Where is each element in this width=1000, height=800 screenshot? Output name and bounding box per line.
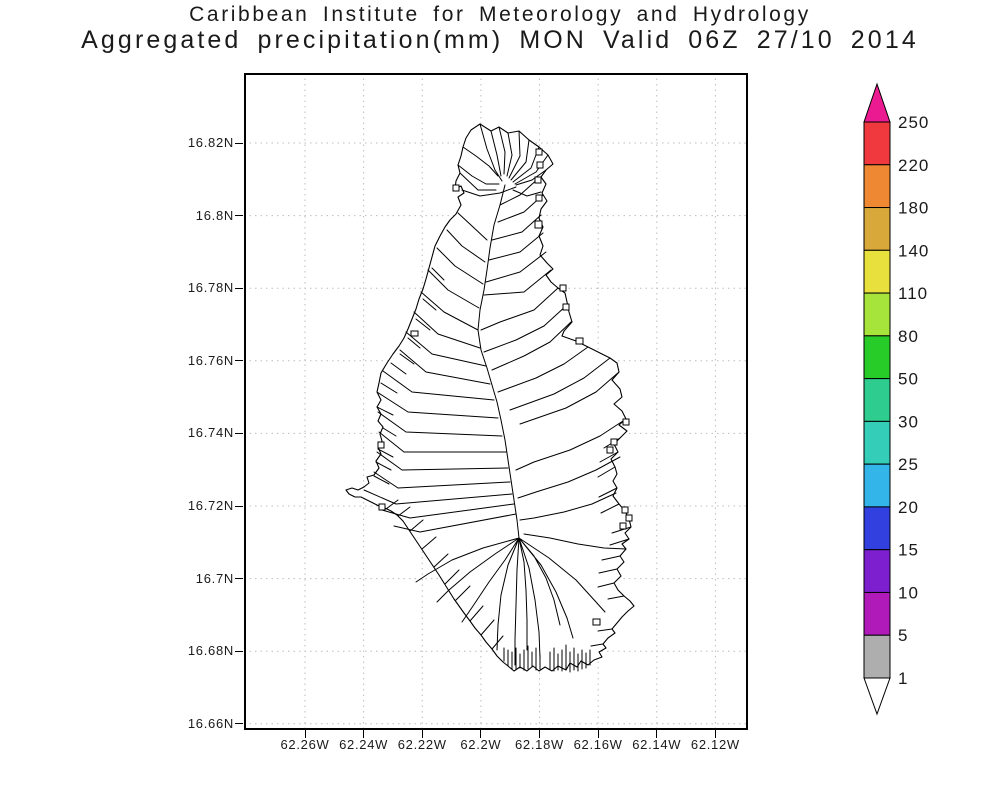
lat-tick-label: 16.68N (187, 643, 234, 659)
colorbar-tick-label: 220 (898, 156, 929, 175)
lat-tick (235, 505, 243, 507)
island-basin-map (345, 123, 635, 673)
colorbar-segment (863, 420, 891, 465)
colorbar-segment (863, 506, 891, 551)
lon-tick-label: 62.24W (339, 737, 389, 752)
colorbar-tick-label: 15 (898, 541, 919, 560)
lon-tick-label: 62.14W (632, 737, 682, 752)
colorbar-segment (863, 207, 891, 251)
lon-tick (421, 730, 423, 738)
lat-tick (235, 360, 243, 362)
colorbar-tick-label: 140 (898, 241, 929, 260)
lat-tick-label: 16.78N (187, 280, 234, 296)
watershed-east-bands (480, 176, 627, 550)
lat-tick-label: 16.8N (195, 207, 234, 223)
lat-tick-label: 16.66N (187, 715, 234, 731)
colorbar-segment (863, 549, 891, 593)
colorbar-segment (863, 463, 891, 508)
lon-tick-label: 62.2W (460, 737, 502, 752)
colorbar-scale: 250 220 180 140 110 80 50 30 25 20 15 10 5 1 (863, 82, 929, 716)
lat-tick-label: 16.76N (187, 352, 234, 368)
colorbar-over-arrow (863, 82, 891, 123)
page-title: Caribbean Institute for Meteorology and … (189, 3, 811, 26)
colorbar-segment (863, 335, 891, 380)
colorbar-tick-label: 5 (898, 626, 908, 645)
lon-tick-label: 62.12W (690, 737, 740, 752)
watershed-west-bands (363, 212, 517, 533)
lon-tick (363, 730, 365, 738)
lat-tick (235, 287, 243, 289)
colorbar-segment (863, 634, 891, 679)
watershed-central-spine (477, 184, 520, 539)
lat-tick-label: 16.74N (187, 425, 234, 441)
lon-tick-label: 62.16W (573, 737, 623, 752)
colorbar-segment (863, 121, 891, 166)
plot-frame (244, 73, 748, 730)
colorbar-under-arrow (863, 677, 891, 716)
colorbar-tick-label: 30 (898, 412, 919, 431)
lon-tick (480, 730, 482, 738)
lat-tick-label: 16.82N (187, 135, 234, 150)
lat-tick-label: 16.7N (195, 570, 234, 586)
watershed-cap-radials (457, 123, 549, 197)
lon-tick (304, 730, 306, 738)
colorbar-tick-label: 180 (898, 199, 929, 218)
colorbar-tick-label: 110 (898, 284, 928, 303)
lon-tick (597, 730, 599, 738)
lon-tick (539, 730, 541, 738)
lon-tick (714, 730, 716, 738)
colorbar-tick-label: 50 (898, 370, 919, 389)
precipitation-colorbar: 250 220 180 140 110 80 50 30 25 20 15 10 5 1 (863, 82, 929, 716)
lat-tick (235, 432, 243, 434)
colorbar-segment (863, 292, 891, 337)
lon-tick-label: 62.22W (397, 737, 447, 752)
colorbar-tick-label: 1 (898, 669, 908, 688)
colorbar-segment (863, 164, 891, 209)
station-square-marks (377, 148, 633, 626)
lon-tick-label: 62.18W (515, 737, 565, 752)
colorbar-tick-label: 25 (898, 455, 919, 474)
lat-tick (235, 142, 243, 144)
colorbar-tick-label: 250 (898, 113, 929, 132)
map-plot-area (244, 73, 748, 730)
page-subtitle: Aggregated precipitation(mm) MON Valid 0… (81, 26, 919, 54)
lat-tick-label: 16.72N (187, 498, 234, 513)
colorbar-segment (863, 249, 891, 294)
colorbar-segment (863, 378, 891, 422)
watershed-south-fan (415, 537, 606, 666)
lat-tick (235, 578, 243, 580)
colorbar-segment (863, 591, 891, 636)
island-coastline (345, 123, 635, 672)
colorbar-tick-label: 20 (898, 498, 919, 517)
colorbar-tick-label: 80 (898, 327, 919, 346)
colorbar-tick-label: 10 (898, 583, 919, 602)
lat-tick (235, 215, 243, 217)
south-coast-comb (503, 644, 591, 673)
lon-tick (656, 730, 658, 738)
lat-tick (235, 723, 243, 725)
lat-tick (235, 650, 243, 652)
lon-tick-label: 62.26W (280, 737, 330, 752)
gridlines (244, 73, 748, 730)
